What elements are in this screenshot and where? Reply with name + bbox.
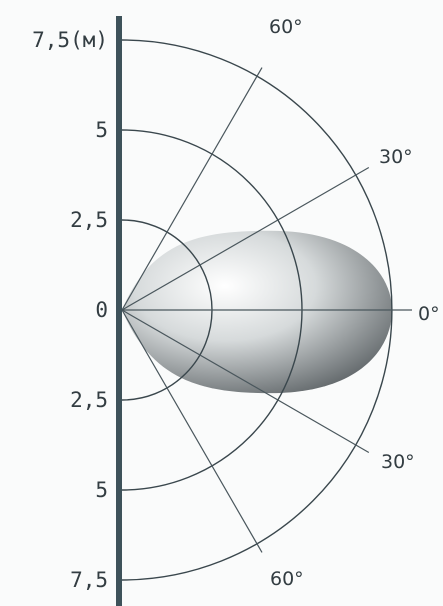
angle-label: 30°: [379, 146, 413, 168]
angle-label: 60°: [270, 568, 304, 590]
distance-label: 7,5: [70, 568, 108, 592]
distance-label: 2,5: [70, 388, 108, 412]
distance-label: 7,5(м): [32, 28, 108, 52]
angle-ray: [121, 309, 263, 553]
angle-label: 0°: [418, 303, 440, 325]
angle-ray: [121, 166, 370, 311]
mounting-wall: [116, 16, 122, 606]
beam-lobe: [122, 230, 392, 394]
angle-label: 30°: [381, 451, 415, 473]
angle-label: 60°: [269, 16, 303, 38]
distance-label: 5: [95, 478, 108, 502]
angle-ray: [121, 309, 370, 454]
distance-label: 2,5: [70, 208, 108, 232]
distance-label: 5: [95, 118, 108, 142]
distance-label: 0: [95, 298, 108, 322]
angle-ray: [121, 67, 263, 311]
